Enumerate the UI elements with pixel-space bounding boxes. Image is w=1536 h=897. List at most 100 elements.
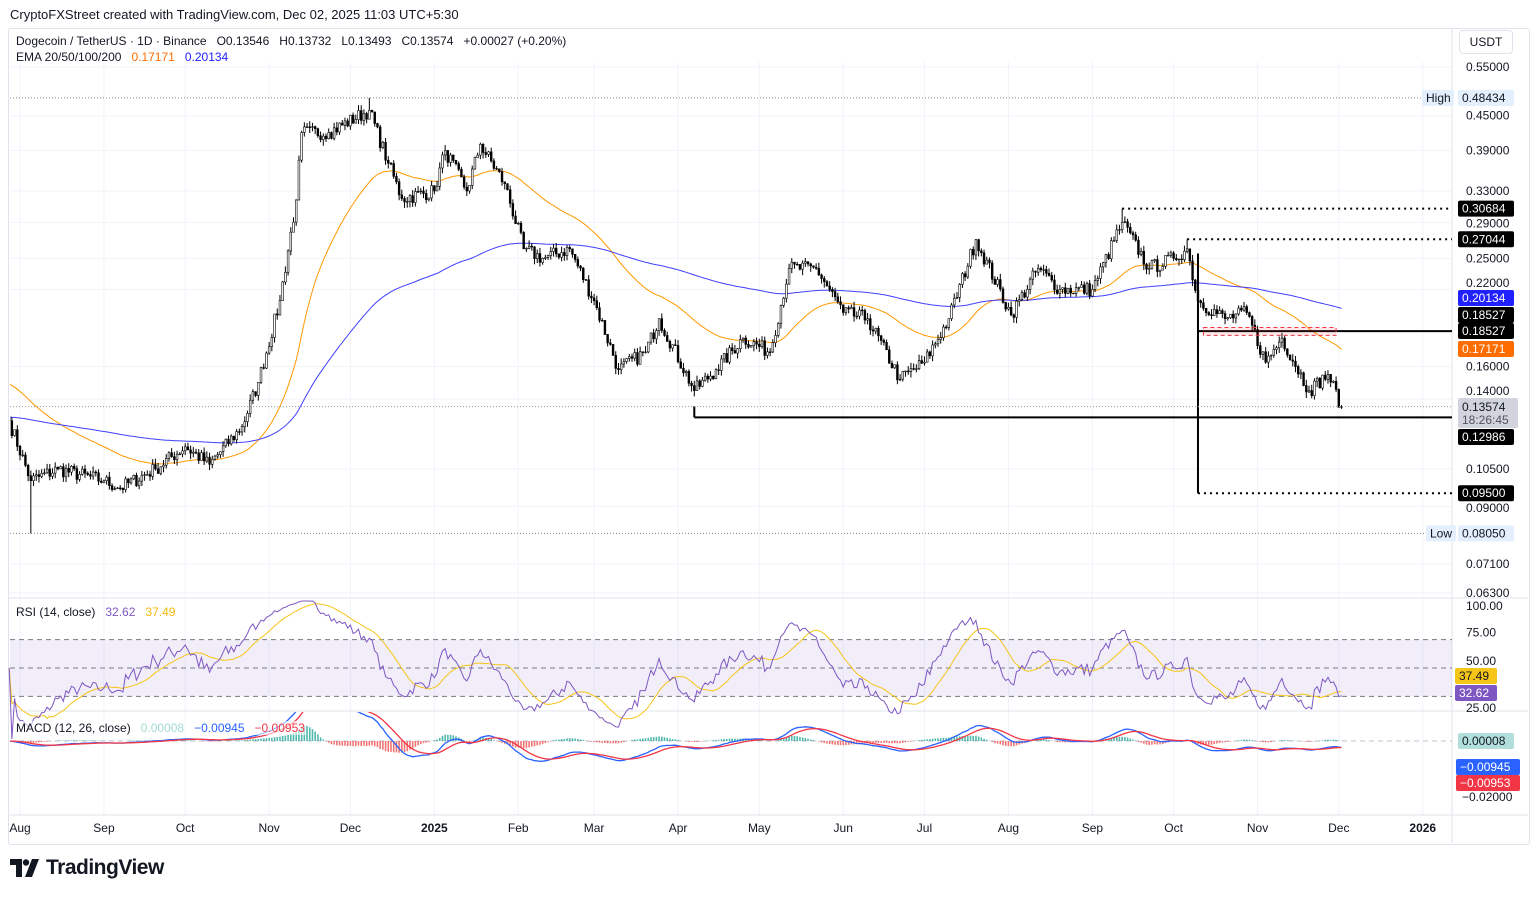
candle bbox=[725, 348, 728, 363]
macd-hist-bar bbox=[1002, 741, 1004, 746]
macd-hist-bar bbox=[891, 741, 893, 744]
candle bbox=[601, 318, 604, 322]
candle-body bbox=[517, 222, 520, 225]
macd-hist-bar bbox=[579, 739, 582, 741]
candle-body bbox=[146, 474, 149, 476]
candle bbox=[200, 449, 203, 461]
candle-body bbox=[820, 274, 823, 279]
candle-body bbox=[1023, 292, 1026, 298]
macd-hist-bar bbox=[967, 736, 969, 741]
symbol-name[interactable]: Dogecoin / TetherUS · 1D · Binance bbox=[16, 34, 207, 48]
candle bbox=[427, 197, 431, 202]
candle bbox=[912, 363, 915, 371]
candle-body bbox=[471, 168, 474, 186]
candle-body bbox=[706, 375, 710, 380]
candle bbox=[676, 339, 680, 364]
candle-body bbox=[232, 435, 236, 440]
candle bbox=[1153, 258, 1156, 263]
candle-body bbox=[552, 247, 555, 252]
candle-body bbox=[1334, 381, 1338, 390]
time-tick-label: Mar bbox=[584, 821, 605, 835]
ema200-badge-bg bbox=[1458, 290, 1514, 306]
macd-hist-bar bbox=[888, 741, 891, 744]
candle bbox=[1142, 245, 1146, 271]
candle-body bbox=[693, 385, 696, 391]
candle-body bbox=[893, 364, 896, 369]
candle bbox=[1315, 376, 1319, 388]
candle bbox=[817, 262, 821, 276]
candle-body bbox=[771, 342, 775, 353]
candle bbox=[18, 444, 22, 461]
macd-hist-bar bbox=[823, 741, 826, 744]
candle bbox=[400, 189, 404, 201]
macd-hist-bar bbox=[149, 740, 151, 741]
macd-hist-bar bbox=[368, 741, 371, 746]
candle bbox=[993, 276, 997, 285]
candle bbox=[839, 296, 842, 310]
candle-body bbox=[54, 466, 57, 474]
candle-body bbox=[934, 343, 937, 346]
candle bbox=[102, 479, 106, 484]
macd-hist-bar bbox=[790, 735, 793, 741]
candle bbox=[1172, 251, 1175, 262]
candle-body bbox=[1142, 251, 1146, 265]
macd-hist-bar bbox=[344, 741, 346, 746]
candle bbox=[1118, 224, 1121, 235]
candle-body bbox=[1204, 307, 1208, 313]
candle bbox=[771, 339, 775, 354]
candle-body bbox=[1166, 254, 1170, 257]
macd-hist-bar bbox=[639, 738, 641, 741]
candle-body bbox=[327, 132, 330, 140]
macd-hist-bar bbox=[395, 741, 398, 753]
candle-body bbox=[422, 190, 425, 194]
candle bbox=[925, 348, 929, 363]
candle bbox=[265, 351, 268, 370]
candle-body bbox=[1131, 232, 1135, 236]
candle-body bbox=[449, 154, 452, 163]
macd-hist-bar bbox=[81, 740, 84, 741]
macd-hist-bar bbox=[1153, 741, 1156, 745]
low-price-badge-text: 0.08050 bbox=[1462, 526, 1506, 540]
candle-body bbox=[1291, 359, 1294, 362]
macd-hist-badge-text: 0.00008 bbox=[1462, 734, 1506, 748]
candle-body bbox=[923, 361, 926, 364]
candle-body bbox=[628, 356, 631, 359]
tradingview-logo[interactable]: TradingView bbox=[10, 856, 164, 880]
candle bbox=[712, 375, 715, 380]
candle bbox=[1015, 297, 1018, 324]
candle-body bbox=[977, 239, 980, 252]
candle-body bbox=[844, 307, 848, 313]
macd-hist-bar bbox=[406, 741, 409, 752]
macd-hist-bar bbox=[623, 741, 625, 743]
rsi-legend[interactable]: RSI (14, close) 32.62 37.49 bbox=[16, 605, 175, 619]
candle bbox=[668, 339, 672, 353]
macd-legend[interactable]: MACD (12, 26, close) 0.00008 −0.00945 −0… bbox=[16, 721, 305, 735]
level-badge-bg bbox=[1458, 323, 1514, 339]
currency-button[interactable]: USDT bbox=[1459, 30, 1513, 54]
candle-body bbox=[1226, 317, 1229, 319]
candle-body bbox=[1250, 316, 1254, 326]
ema-legend[interactable]: EMA 20/50/100/200 0.17171 0.20134 bbox=[16, 50, 228, 64]
candle-body bbox=[1020, 292, 1024, 300]
candle-body bbox=[582, 267, 585, 280]
candle-body bbox=[614, 355, 617, 369]
candle-body bbox=[1283, 337, 1286, 350]
candle bbox=[530, 243, 534, 251]
candle bbox=[901, 370, 905, 382]
candle-body bbox=[403, 198, 406, 203]
candle bbox=[869, 314, 872, 335]
candle-body bbox=[116, 487, 119, 490]
candle bbox=[1115, 224, 1118, 243]
candle-body bbox=[354, 119, 357, 124]
rsi-tick-label: 50.00 bbox=[1466, 654, 1496, 668]
candle-body bbox=[1172, 252, 1175, 259]
candle bbox=[606, 334, 609, 347]
candle-body bbox=[489, 151, 493, 162]
candle bbox=[774, 330, 777, 348]
candle-body bbox=[360, 110, 363, 121]
candle-body bbox=[576, 259, 580, 267]
candle bbox=[814, 263, 818, 270]
candle-body bbox=[1210, 314, 1213, 316]
macd-hist-bar bbox=[292, 733, 295, 741]
